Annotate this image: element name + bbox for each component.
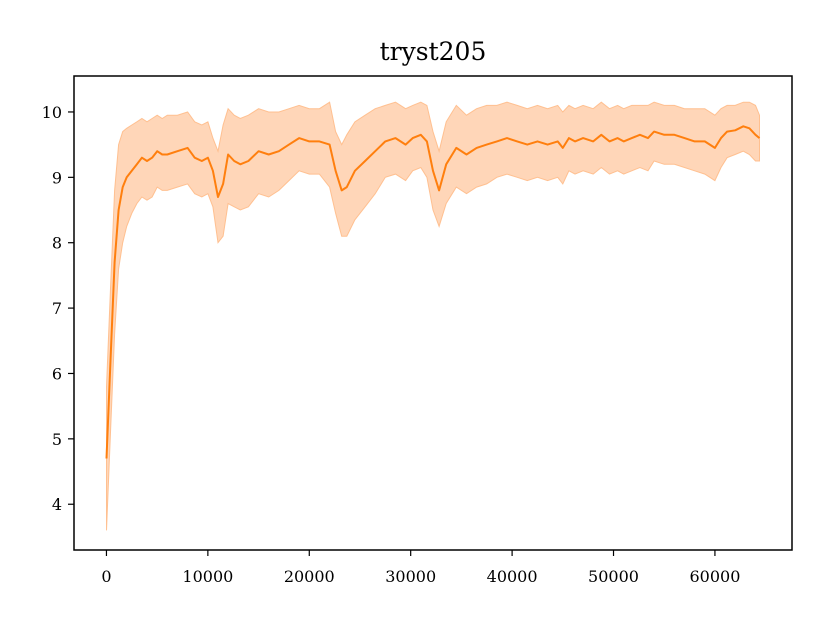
y-tick-label: 8: [52, 234, 62, 253]
axes-frame: [73, 75, 793, 551]
y-axis-ticks: 4 5 6 7 8 9 10: [42, 103, 74, 514]
confidence-band: [106, 101, 760, 531]
x-axis-ticks: 0 10000 20000 30000 40000 50000 60000: [101, 550, 740, 586]
x-tick-label: 60000: [689, 567, 740, 586]
y-tick-label: 9: [52, 168, 62, 187]
mean-series-line: [105, 125, 761, 459]
y-tick-label: 10: [42, 103, 62, 122]
y-tick-label: 4: [52, 495, 62, 514]
x-tick-label: 40000: [487, 567, 538, 586]
y-tick-label: 6: [52, 364, 62, 383]
x-tick-label: 10000: [182, 567, 233, 586]
y-tick-label: 7: [52, 299, 62, 318]
x-tick-label: 20000: [284, 567, 335, 586]
chart-title: tryst205: [380, 37, 487, 66]
y-tick-label: 5: [52, 430, 62, 449]
plot-area: [105, 101, 761, 531]
x-tick-label: 30000: [385, 567, 436, 586]
x-tick-label: 50000: [588, 567, 639, 586]
x-tick-label: 0: [101, 567, 111, 586]
